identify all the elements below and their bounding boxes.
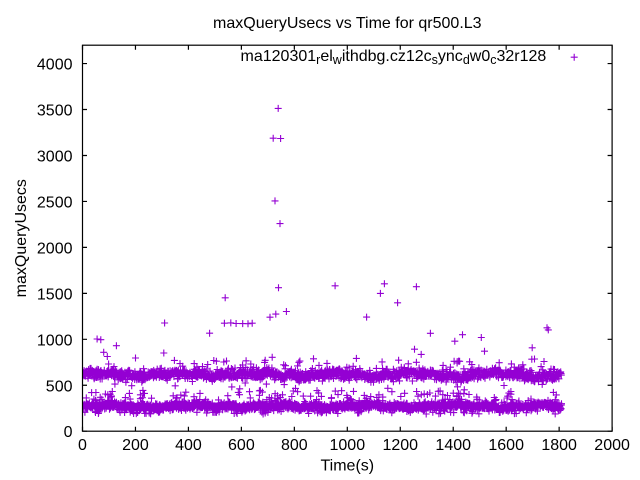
- svg-text:1000: 1000: [330, 437, 366, 454]
- svg-text:2000: 2000: [37, 240, 73, 257]
- svg-text:1200: 1200: [382, 437, 418, 454]
- svg-text:1400: 1400: [435, 437, 471, 454]
- svg-text:3500: 3500: [37, 103, 73, 120]
- svg-text:3000: 3000: [37, 148, 73, 165]
- svg-text:Time(s): Time(s): [320, 458, 374, 475]
- svg-text:maxQueryUsecs vs Time for qr50: maxQueryUsecs vs Time for qr500.L3: [213, 15, 482, 32]
- svg-text:ma120301relwithdbg.cz12csyncdw: ma120301relwithdbg.cz12csyncdw0c32r128: [241, 48, 547, 67]
- svg-text:1800: 1800: [541, 437, 577, 454]
- svg-text:400: 400: [175, 437, 202, 454]
- svg-text:1000: 1000: [37, 332, 73, 349]
- svg-text:0: 0: [64, 424, 73, 441]
- svg-text:800: 800: [281, 437, 308, 454]
- svg-text:1500: 1500: [37, 286, 73, 303]
- svg-text:2500: 2500: [37, 194, 73, 211]
- svg-text:4000: 4000: [37, 57, 73, 74]
- svg-text:500: 500: [46, 378, 73, 395]
- svg-text:1600: 1600: [488, 437, 524, 454]
- svg-text:0: 0: [78, 437, 87, 454]
- svg-text:maxQueryUsecs: maxQueryUsecs: [13, 179, 30, 297]
- svg-text:2000: 2000: [594, 437, 630, 454]
- svg-text:600: 600: [228, 437, 255, 454]
- svg-text:200: 200: [122, 437, 149, 454]
